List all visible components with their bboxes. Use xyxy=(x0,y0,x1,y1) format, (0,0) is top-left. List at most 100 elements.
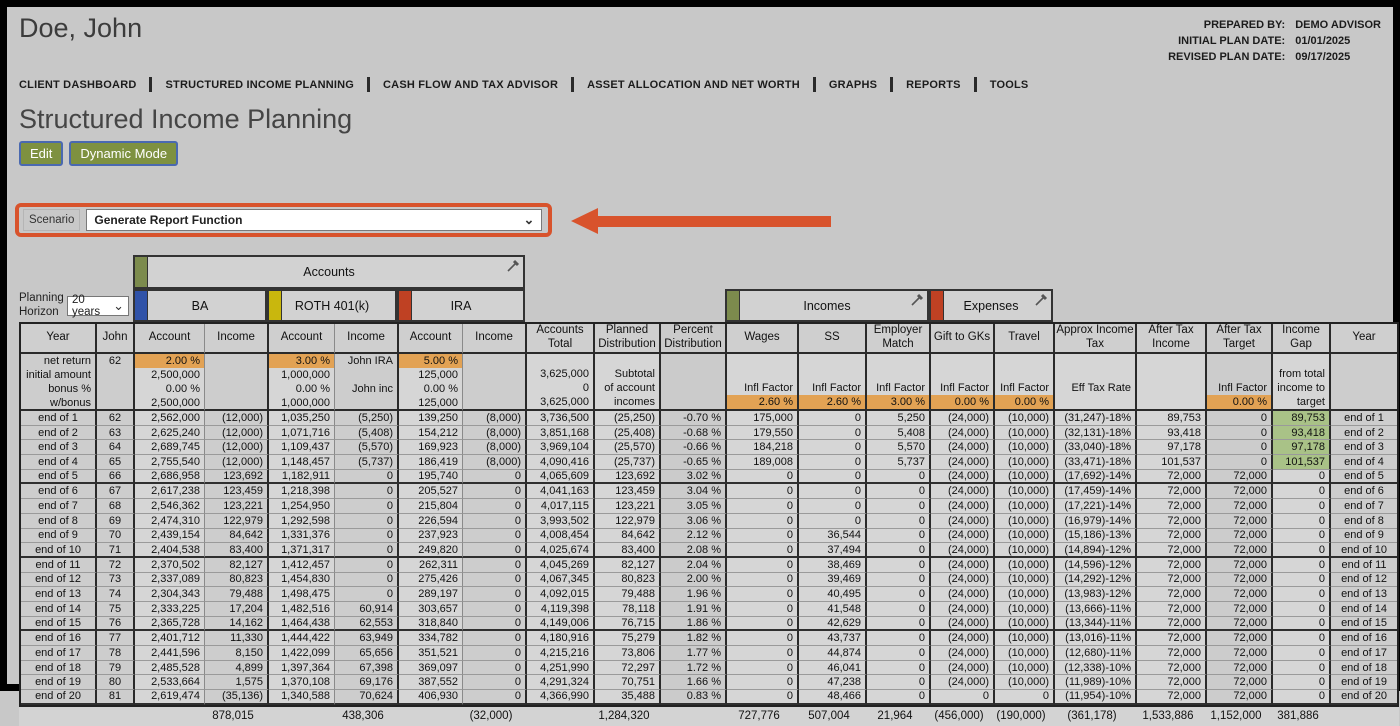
cell-ira-account: 406,930 xyxy=(399,690,463,705)
cell-accounts-total: 4,092,015 xyxy=(527,587,595,602)
assumptions-row: net return initial amount bonus % w/bonus 62… xyxy=(21,354,1397,411)
incomes-group-header: Incomes xyxy=(725,289,929,322)
cell-employer-match: 0 xyxy=(867,631,931,646)
arrow-bar xyxy=(598,215,831,227)
cell-wages: 175,000 xyxy=(727,411,799,426)
cell-gift-to-gks: (24,000) xyxy=(931,675,995,691)
planning-horizon-label: Planning Horizon xyxy=(19,292,64,318)
nav-item-asset-allocation-and-net-worth[interactable]: ASSET ALLOCATION AND NET WORTH xyxy=(587,78,800,91)
nav-divider xyxy=(571,77,575,92)
cell-year: end of 9 xyxy=(1331,528,1397,544)
assumption-percent-distribution-line4 xyxy=(661,395,725,409)
cell-ba-account: 2,619,474 xyxy=(135,690,205,705)
assumption-gift-to-gks-line1 xyxy=(931,354,993,368)
nav-item-graphs[interactable]: GRAPHS xyxy=(828,78,878,91)
cell-percent-distribution: 3.06 % xyxy=(661,513,727,529)
nav-item-cash-flow-and-tax-advisor[interactable]: CASH FLOW AND TAX ADVISOR xyxy=(383,78,559,91)
cell-ira-account: 237,923 xyxy=(399,528,463,544)
planning-horizon-select[interactable]: 20 years ⌄ xyxy=(67,293,129,318)
assumption-travel-line4: 0.00 % xyxy=(995,395,1053,409)
cell-roth-account: 1,444,422 xyxy=(269,631,335,646)
cell-ira-income xyxy=(463,354,527,411)
cell-john: 62 xyxy=(97,354,135,411)
nav-item-tools[interactable]: TOOLS xyxy=(989,78,1029,91)
cell-ba-account: 2,546,362 xyxy=(135,499,205,514)
nav-divider xyxy=(367,77,371,92)
cell-accounts-total: 3,625,000 0 3,625,000 xyxy=(527,354,595,411)
column-header-gift-to-gks: Gift to GKs xyxy=(931,324,995,354)
cell-after-tax-income: 97,178 xyxy=(1137,440,1207,456)
cell-travel: 0 xyxy=(995,690,1055,705)
cell-after-tax-target: 72,000 xyxy=(1207,557,1273,573)
cell-percent-distribution: 2.04 % xyxy=(661,557,727,573)
cell-john: 72 xyxy=(97,557,135,573)
cell-percent-distribution xyxy=(661,354,727,411)
scenario-select[interactable]: Generate Report Function ⌄ xyxy=(86,209,543,231)
cell-percent-distribution: 1.66 % xyxy=(661,675,727,691)
cell-year: end of 6 xyxy=(1331,484,1397,500)
cell-after-tax-target: 72,000 xyxy=(1207,675,1273,691)
cell-percent-distribution: 2.00 % xyxy=(661,572,727,588)
cell-after-tax-target: 72,000 xyxy=(1207,646,1273,661)
cell-year: net return initial amount bonus % w/bonus xyxy=(21,354,97,411)
cell-income-gap: 0 xyxy=(1273,528,1331,544)
cell-income-gap: from total income to target xyxy=(1273,354,1331,411)
cell-ira-account: 289,197 xyxy=(399,587,463,602)
cell-after-tax-income: 101,537 xyxy=(1137,455,1207,470)
cell-income-gap: 0 xyxy=(1273,675,1331,691)
cell-employer-match: 0 xyxy=(867,660,931,676)
cell-ira-income: 0 xyxy=(463,484,527,500)
nav-item-client-dashboard[interactable]: CLIENT DASHBOARD xyxy=(19,78,137,91)
nav-item-structured-income-planning[interactable]: STRUCTURED INCOME PLANNING xyxy=(165,78,355,91)
total-john xyxy=(95,707,133,726)
pin-icon[interactable] xyxy=(1034,293,1048,307)
dynamic-mode-button[interactable]: Dynamic Mode xyxy=(69,141,179,166)
cell-income-gap: 0 xyxy=(1273,557,1331,573)
cell-wages: 0 xyxy=(727,616,799,632)
planning-horizon-value: 20 years xyxy=(72,293,101,318)
cell-employer-match: 0 xyxy=(867,469,931,485)
cell-ba-account: 2,755,540 xyxy=(135,455,205,470)
cell-percent-distribution: -0.65 % xyxy=(661,455,727,470)
assumption-after-tax-income-line4 xyxy=(1137,395,1205,409)
nav-item-reports[interactable]: REPORTS xyxy=(906,78,961,91)
cell-ba-account: 2,401,712 xyxy=(135,631,205,646)
expenses-color-swatch xyxy=(931,291,944,320)
cell-planned-distribution: Subtotal of account incomes xyxy=(595,354,661,411)
pin-icon[interactable] xyxy=(910,293,924,307)
cell-ba-income xyxy=(205,354,269,411)
column-header-income-gap: Income Gap xyxy=(1273,324,1331,354)
cell-ss: 46,041 xyxy=(799,660,867,676)
total-travel: (190,000) xyxy=(996,710,1046,723)
assumption-roth-income-line2 xyxy=(335,368,397,382)
assumption-ira-income-line3 xyxy=(463,382,525,396)
cell-accounts-total: 3,993,502 xyxy=(527,513,595,529)
total-roth-account xyxy=(267,707,333,726)
cell-year: end of 8 xyxy=(1331,513,1397,529)
cell-gift-to-gks: 0 xyxy=(931,690,995,705)
cell-year: end of 1 xyxy=(1331,411,1397,426)
cell-gift-to-gks: (24,000) xyxy=(931,455,995,470)
column-header-employer-match: Employer Match xyxy=(867,324,931,354)
cell-after-tax-income: 72,000 xyxy=(1137,543,1207,558)
column-header-approx-income-tax: Approx Income Tax xyxy=(1055,324,1137,354)
cell-gift-to-gks: (24,000) xyxy=(931,616,995,632)
column-header-row: Year John Account Income Account Income Accoun… xyxy=(21,324,1397,354)
cell-year: end of 16 xyxy=(1331,631,1397,646)
cell-ira-account: 195,740 xyxy=(399,469,463,485)
expenses-group-label: Expenses xyxy=(963,298,1019,313)
cell-ss: 47,238 xyxy=(799,675,867,691)
cell-year xyxy=(1331,354,1397,411)
cell-employer-match: 0 xyxy=(867,601,931,617)
cell-year: end of 11 xyxy=(21,557,97,573)
cell-planned-distribution: 83,400 xyxy=(595,543,661,558)
pin-icon[interactable] xyxy=(506,259,520,273)
cell-year: end of 19 xyxy=(21,675,97,691)
edit-button[interactable]: Edit xyxy=(19,141,64,166)
cell-john: 74 xyxy=(97,587,135,602)
table-row: end of 1 62 2,562,000 (12,000) 1,035,250 (5,2… xyxy=(21,411,1397,426)
accounts-group-label: Accounts xyxy=(303,265,355,279)
assumption-year-line2 xyxy=(1331,368,1397,382)
assumption-ira-account-line2: 125,000 xyxy=(418,369,458,381)
table-row: end of 19 80 2,533,664 1,575 1,370,108 69,176… xyxy=(21,675,1397,691)
